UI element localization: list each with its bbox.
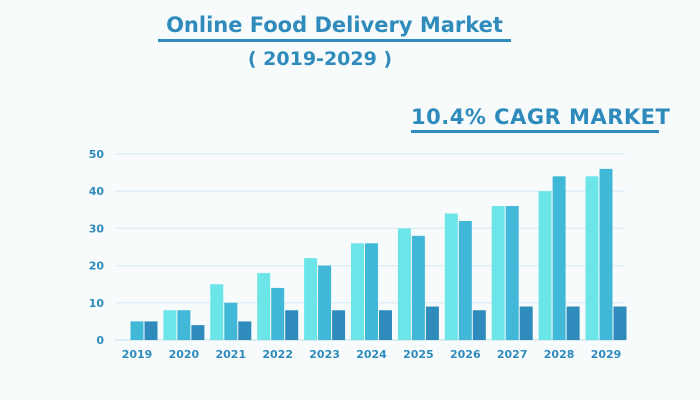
bar-2021-series-1 bbox=[210, 284, 224, 340]
bar-2026-series-2 bbox=[458, 220, 472, 340]
cagr-annotation: 10.4% CAGR MARKET bbox=[411, 104, 670, 133]
bar-2027-series-1 bbox=[491, 206, 505, 340]
x-tick-label: 2025 bbox=[403, 348, 434, 361]
bar-2024-series-3 bbox=[379, 310, 392, 340]
bar-2025-series-2 bbox=[411, 235, 425, 340]
x-tick-label: 2029 bbox=[591, 348, 622, 361]
bar-2028-series-1 bbox=[538, 191, 552, 340]
bar-2024-series-1 bbox=[351, 243, 364, 340]
bar-2023-series-2 bbox=[318, 265, 332, 340]
bar-2020-series-2 bbox=[177, 310, 191, 340]
y-tick-label: 10 bbox=[89, 297, 105, 310]
bar-2021-series-3 bbox=[238, 321, 252, 340]
bar-2028-series-3 bbox=[566, 306, 580, 340]
bar-2019-series-3 bbox=[144, 321, 158, 340]
bar-2022-series-1 bbox=[257, 273, 271, 340]
bar-2022-series-3 bbox=[285, 310, 299, 340]
bar-2025-series-1 bbox=[397, 228, 411, 340]
bar-2023-series-3 bbox=[332, 310, 346, 340]
bar-2019-series-2 bbox=[130, 321, 144, 340]
chart-title: Online Food Delivery Market bbox=[158, 12, 511, 42]
bar-2024-series-2 bbox=[365, 243, 378, 340]
y-tick-label: 50 bbox=[89, 148, 105, 161]
bar-2022-series-2 bbox=[271, 287, 285, 340]
bar-2020-series-1 bbox=[163, 310, 177, 340]
x-tick-label: 2027 bbox=[497, 348, 528, 361]
bar-2029-series-2 bbox=[599, 168, 613, 340]
bar-2026-series-1 bbox=[444, 213, 458, 340]
bar-2027-series-2 bbox=[505, 206, 519, 340]
bar-2028-series-2 bbox=[552, 176, 566, 340]
x-tick-label: 2023 bbox=[309, 348, 340, 361]
bar-2029-series-1 bbox=[585, 176, 599, 340]
bar-2026-series-3 bbox=[472, 310, 486, 340]
y-tick-label: 20 bbox=[89, 260, 105, 273]
x-tick-label: 2022 bbox=[262, 348, 293, 361]
bar-2025-series-3 bbox=[425, 306, 439, 340]
bar-2021-series-2 bbox=[224, 302, 238, 340]
y-tick-label: 40 bbox=[89, 185, 105, 198]
x-tick-label: 2024 bbox=[356, 348, 387, 361]
y-tick-label: 30 bbox=[89, 222, 105, 235]
bar-2029-series-3 bbox=[613, 306, 627, 340]
bar-2023-series-1 bbox=[304, 258, 318, 340]
bars bbox=[130, 168, 627, 340]
x-tick-label: 2028 bbox=[544, 348, 575, 361]
axis-labels: 0 10 20 30 40 50 2019 2020 2021 2022 2023 2024 2025 2… bbox=[89, 148, 622, 361]
chart-subtitle: ( 2019-2029 ) bbox=[247, 48, 393, 70]
bar-2027-series-3 bbox=[519, 306, 533, 340]
y-tick-label: 0 bbox=[96, 334, 104, 347]
bar-2020-series-3 bbox=[191, 325, 205, 340]
x-tick-label: 2020 bbox=[169, 348, 200, 361]
x-tick-label: 2026 bbox=[450, 348, 481, 361]
x-tick-label: 2021 bbox=[215, 348, 246, 361]
x-tick-label: 2019 bbox=[122, 348, 153, 361]
